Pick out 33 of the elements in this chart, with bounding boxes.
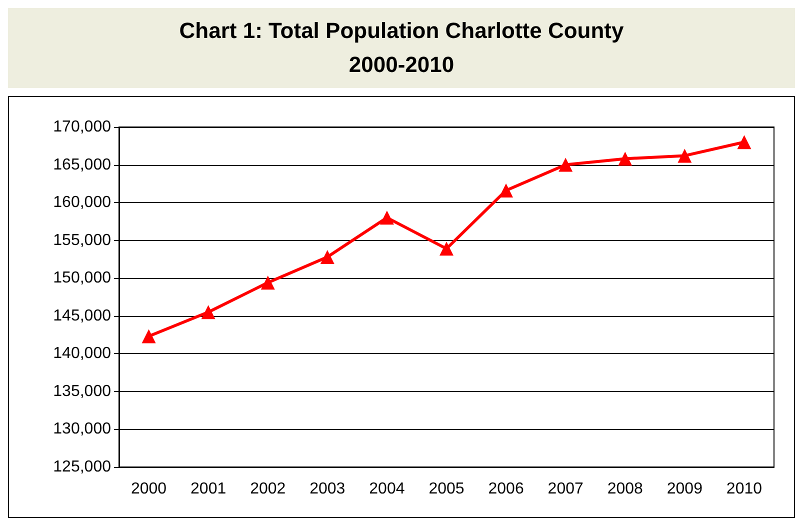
y-tick-label: 140,000 [53, 345, 112, 362]
point [440, 242, 454, 256]
x-tick-label: 2008 [607, 480, 644, 498]
chart-title: Chart 1: Total Population Charlotte County 2000-2010 [178, 17, 625, 79]
y-tick-label: 160,000 [53, 194, 112, 212]
y-tick-label: 145,000 [53, 307, 112, 324]
y-tick-label: 155,000 [53, 232, 112, 249]
point [142, 329, 156, 344]
x-tick-label: 2000 [130, 480, 167, 498]
y-tick-label: 170,000 [53, 118, 112, 136]
x-tick-label: 2002 [250, 480, 286, 498]
point [260, 276, 275, 290]
point [618, 152, 632, 166]
x-tick-label: 2005 [428, 480, 464, 498]
point [499, 183, 514, 198]
point [320, 250, 334, 264]
x-tick-label: 2001 [190, 480, 226, 498]
x-tick-label: 2007 [548, 480, 584, 498]
x-tick-label: 2004 [369, 480, 405, 498]
y-tick-label: 165,000 [53, 156, 112, 174]
x-tick-label: 2003 [310, 480, 346, 498]
point [380, 210, 394, 225]
x-tick-label: 2010 [726, 480, 762, 498]
y-tick-label: 130,000 [53, 420, 112, 438]
point [737, 135, 752, 150]
y-tick-label: 125,000 [53, 458, 112, 476]
x-tick-label: 2009 [666, 480, 703, 498]
y-tick-label: 135,000 [53, 382, 112, 400]
point [201, 305, 216, 320]
point [558, 158, 573, 172]
y-tick-label: 150,000 [53, 270, 112, 287]
x-tick-label: 2006 [488, 480, 524, 498]
point [678, 148, 692, 163]
